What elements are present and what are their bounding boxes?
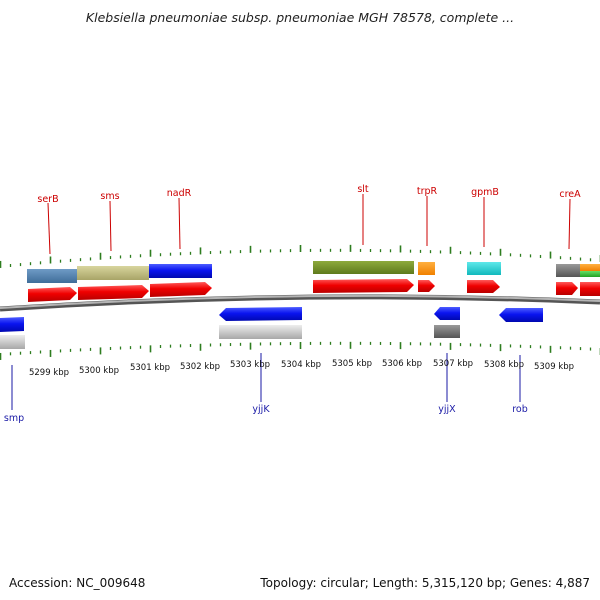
feature-block-slt[interactable]	[313, 261, 414, 274]
scale-label: 5299 kbp	[29, 368, 69, 378]
gene-label-smp[interactable]: smp	[4, 413, 24, 424]
cds-arrow-gpmB[interactable]	[467, 280, 500, 293]
tick-row-outer	[0, 244, 600, 268]
cds-lane-forward	[28, 279, 600, 302]
cds-lane-reverse	[0, 307, 543, 332]
gene-label-nadR[interactable]: nadR	[167, 188, 192, 199]
gene-label-sms[interactable]: sms	[100, 191, 119, 202]
feature-block-creA-green[interactable]	[580, 271, 600, 277]
scale-label: 5307 kbp	[433, 359, 473, 369]
leader-lines	[11, 194, 571, 410]
genome-backbone-highlight	[0, 294, 600, 309]
scale-label: 5302 kbp	[180, 362, 220, 372]
accession-text: Accession: NC_009648	[9, 576, 145, 590]
genome-backbone	[0, 294, 600, 312]
gene-label-slt[interactable]: slt	[357, 184, 369, 195]
scale-label: 5303 kbp	[230, 360, 270, 370]
feature-lane-inner	[0, 325, 460, 349]
cds-arrow-sms[interactable]	[78, 285, 149, 300]
feature-block-serB[interactable]	[27, 269, 77, 283]
feature-block-nadR[interactable]	[149, 264, 212, 278]
scale-label: 5300 kbp	[79, 366, 119, 376]
gene-label-rob[interactable]: rob	[512, 404, 528, 415]
gene-label-yjjX[interactable]: yjjX	[438, 404, 456, 415]
gene-label-trpR[interactable]: trpR	[417, 186, 438, 197]
scale-label: 5306 kbp	[382, 359, 422, 369]
feature-block-gpmB[interactable]	[467, 262, 501, 275]
feature-block-trpR[interactable]	[418, 262, 435, 275]
feature-block-sms[interactable]	[77, 266, 149, 280]
scale-label: 5304 kbp	[281, 360, 321, 370]
feature-block-smp[interactable]	[0, 335, 25, 349]
cds-arrow-rob[interactable]	[499, 308, 543, 322]
scale-label: 5301 kbp	[130, 363, 170, 373]
cds-arrow-smp[interactable]	[0, 317, 24, 332]
genome-summary-text: Topology: circular; Length: 5,315,120 bp…	[259, 576, 590, 590]
tick-row-inner	[0, 341, 600, 360]
leader-sms	[109, 200, 112, 252]
map-title: Klebsiella pneumoniae subsp. pneumoniae …	[86, 10, 514, 25]
gene-label-yjjK[interactable]: yjjK	[252, 404, 270, 415]
cds-arrow-trpR[interactable]	[418, 280, 435, 292]
leader-serB	[47, 202, 51, 255]
cds-arrow-yjjX[interactable]	[434, 307, 460, 320]
gene-label-serB[interactable]: serB	[37, 194, 58, 205]
scale-label: 5308 kbp	[484, 360, 524, 370]
leader-nadR	[178, 197, 181, 250]
cds-arrow-nadR[interactable]	[150, 282, 212, 297]
cds-arrow-edge[interactable]	[580, 282, 600, 296]
gene-labels-reverse: smp yjjK yjjX rob	[4, 404, 528, 424]
feature-block-yjjX[interactable]	[434, 325, 460, 338]
feature-lane-outer	[27, 261, 600, 283]
feature-block-creA-grey[interactable]	[556, 264, 580, 277]
gene-label-gpmB[interactable]: gpmB	[471, 187, 499, 198]
cds-arrow-serB[interactable]	[28, 287, 77, 302]
gene-label-creA[interactable]: creA	[559, 189, 581, 200]
scale-label: 5309 kbp	[534, 362, 574, 372]
scale-labels: 5299 kbp 5300 kbp 5301 kbp 5302 kbp 5303…	[29, 359, 574, 378]
cds-arrow-slt[interactable]	[313, 279, 414, 293]
feature-block-creA-orange[interactable]	[580, 264, 600, 271]
scale-label: 5305 kbp	[332, 359, 372, 369]
leader-creA	[568, 198, 571, 250]
cds-arrow-creA[interactable]	[556, 282, 578, 295]
feature-block-yjjK[interactable]	[219, 325, 302, 339]
gene-labels-forward: serB sms nadR slt trpR gpmB creA	[37, 184, 581, 205]
cds-arrow-yjjK[interactable]	[219, 307, 302, 321]
